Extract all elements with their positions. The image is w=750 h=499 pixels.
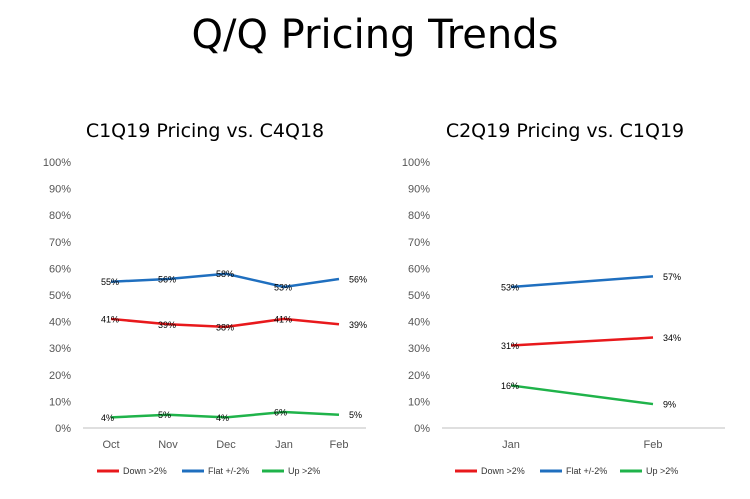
chart-2-data-label: 16% (501, 381, 519, 391)
chart-1-legend-label: Flat +/-2% (208, 466, 249, 476)
chart-2-x-tick: Feb (644, 439, 663, 451)
chart-1-series-line-2 (110, 272, 340, 289)
chart-1-y-tick: 40% (49, 317, 71, 329)
chart-1-y-tick: 80% (49, 210, 71, 222)
chart-2-y-tick: 0% (414, 423, 430, 435)
chart-2-legend-label: Up >2% (646, 466, 678, 476)
chart-2-data-label: 9% (663, 400, 676, 410)
chart-2-data-label: 31% (501, 341, 519, 351)
chart-2-series-line-3 (510, 384, 654, 406)
chart-2-series-line-2 (510, 275, 654, 289)
chart-1-y-tick: 60% (49, 263, 71, 275)
chart-1-data-label: 56% (349, 275, 367, 285)
chart-2-series-line-1 (510, 336, 654, 347)
chart-1-legend-label: Down >2% (123, 466, 167, 476)
chart-1-x-tick: Jan (275, 439, 293, 451)
chart-1-x-tick: Oct (102, 439, 119, 451)
chart-2-data-label: 34% (663, 333, 681, 343)
chart-2-y-tick: 20% (408, 370, 430, 382)
chart-1-y-tick: 20% (49, 370, 71, 382)
chart-1-data-label: 4% (216, 413, 229, 423)
chart-1-data-label: 41% (274, 314, 292, 324)
chart-2-legend-label: Down >2% (481, 466, 525, 476)
chart-2-y-tick: 40% (408, 317, 430, 329)
chart-1-y-tick: 70% (49, 237, 71, 249)
chart-1-data-label: 55% (101, 277, 119, 287)
chart-1-data-label: 5% (349, 410, 362, 420)
chart-1-data-label: 5% (158, 410, 171, 420)
chart-2-y-tick: 90% (408, 184, 430, 196)
chart-2-data-label: 53% (501, 283, 519, 293)
chart-1-y-tick: 0% (55, 423, 71, 435)
chart-2-y-tick: 60% (408, 263, 430, 275)
chart-1-data-label: 56% (158, 275, 176, 285)
page-title: Q/Q Pricing Trends (191, 12, 559, 58)
chart-2-y-tick: 10% (408, 396, 430, 408)
chart-2-y-tick: 70% (408, 237, 430, 249)
chart-2-y-tick: 30% (408, 343, 430, 355)
chart-1-y-tick: 30% (49, 343, 71, 355)
chart-1-y-tick: 90% (49, 184, 71, 196)
chart-1-series-line-1 (110, 317, 340, 329)
chart-1-data-label: 58% (216, 269, 234, 279)
chart-2-y-tick: 50% (408, 290, 430, 302)
chart-2-y-tick: 100% (402, 157, 430, 169)
chart-1-series-line-3 (110, 410, 340, 419)
chart-1-x-tick: Feb (330, 439, 349, 451)
chart-2-legend-label: Flat +/-2% (566, 466, 607, 476)
chart-1-data-label: 39% (349, 320, 367, 330)
chart-1-y-tick: 100% (43, 157, 71, 169)
chart-1-data-label: 53% (274, 283, 292, 293)
chart-1-data-label: 39% (158, 320, 176, 330)
chart-1-data-label: 38% (216, 322, 234, 332)
chart-1-y-tick: 50% (49, 290, 71, 302)
chart-1-data-label: 4% (101, 413, 114, 423)
chart-1-x-tick: Dec (216, 439, 236, 451)
chart-1-legend-label: Up >2% (288, 466, 320, 476)
chart-1-data-label: 6% (274, 408, 287, 418)
chart-2-title: C2Q19 Pricing vs. C1Q19 (446, 120, 684, 142)
chart-1-title: C1Q19 Pricing vs. C4Q18 (86, 120, 324, 142)
chart-1-x-tick: Nov (158, 439, 178, 451)
chart-1-y-tick: 10% (49, 396, 71, 408)
chart-2-y-tick: 80% (408, 210, 430, 222)
chart-2-data-label: 57% (663, 272, 681, 282)
chart-1-data-label: 41% (101, 314, 119, 324)
chart-2-x-tick: Jan (502, 439, 520, 451)
